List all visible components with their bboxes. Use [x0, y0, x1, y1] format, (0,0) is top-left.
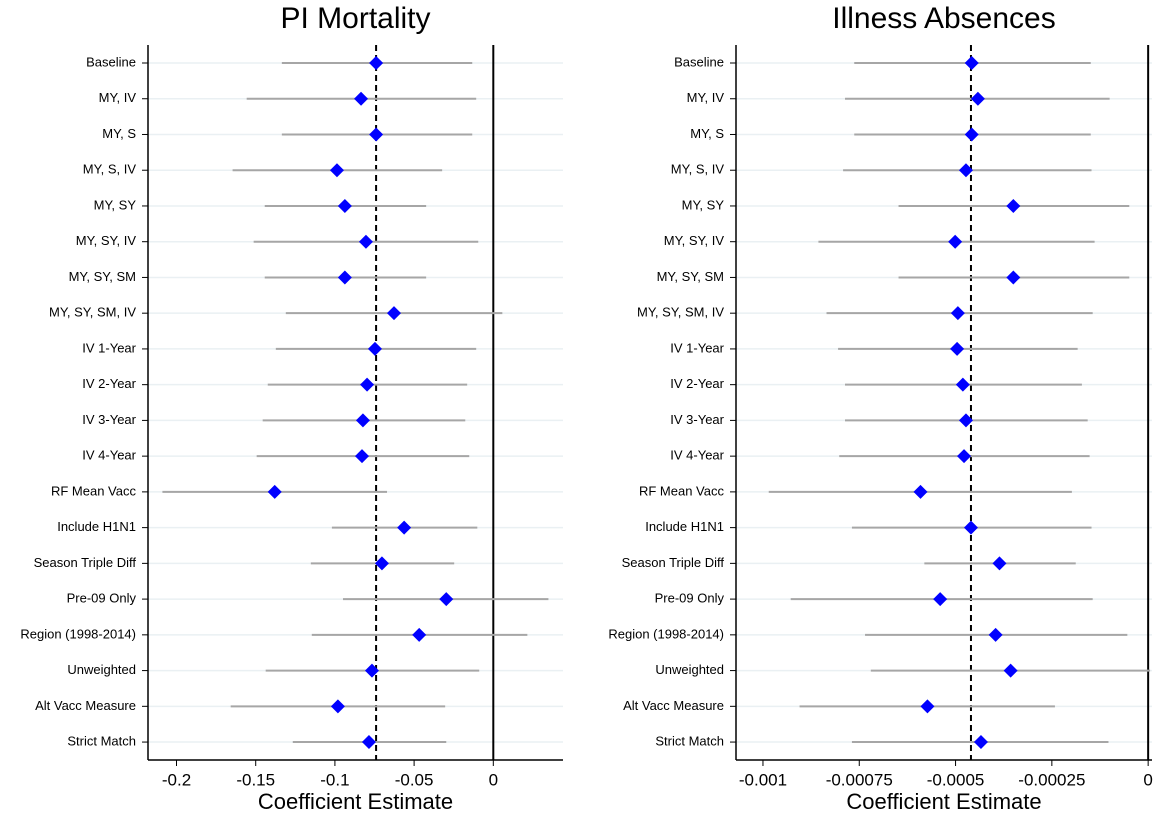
category-label: Unweighted [655, 662, 724, 677]
point-estimate [358, 234, 373, 249]
category-label: MY, SY, IV [664, 233, 725, 248]
x-tick-label: -0.0005 [927, 770, 985, 789]
point-estimate [955, 377, 970, 392]
point-estimate [364, 663, 379, 678]
category-label: IV 4-Year [670, 448, 724, 463]
point-estimate [1006, 270, 1021, 285]
point-estimate [360, 377, 375, 392]
category-label: MY, SY [682, 197, 725, 212]
point-estimate [354, 91, 369, 106]
point-estimate [361, 735, 376, 750]
point-estimate [1003, 663, 1018, 678]
category-label: Strict Match [67, 733, 136, 748]
category-label: Baseline [674, 54, 724, 69]
point-estimate [964, 56, 979, 70]
category-label: Pre-09 Only [67, 591, 137, 606]
point-estimate [367, 341, 382, 356]
point-estimate [355, 413, 370, 428]
category-label: MY, S [690, 126, 724, 141]
point-estimate [354, 449, 369, 464]
category-label: MY, SY, SM [69, 269, 136, 284]
point-estimate [329, 163, 344, 178]
category-label: Season Triple Diff [34, 555, 137, 570]
point-estimate [330, 699, 345, 714]
category-label: Pre-09 Only [655, 591, 725, 606]
category-label: Include H1N1 [57, 519, 136, 534]
category-label: Alt Vacc Measure [35, 698, 136, 713]
category-label: Include H1N1 [645, 519, 724, 534]
category-label: IV 3-Year [82, 412, 136, 427]
category-label: MY, IV [687, 90, 725, 105]
x-tick-label: -0.00025 [1018, 770, 1085, 789]
category-label: MY, S, IV [671, 162, 725, 177]
category-label: IV 4-Year [82, 448, 136, 463]
category-label: RF Mean Vacc [639, 483, 725, 498]
category-label: Region (1998-2014) [608, 626, 724, 641]
x-tick-label: -0.1 [320, 770, 349, 789]
point-estimate [913, 484, 928, 499]
point-estimate [950, 306, 965, 321]
point-estimate [267, 484, 282, 499]
point-estimate [369, 127, 384, 142]
category-label: MY, S [102, 126, 136, 141]
point-estimate [992, 556, 1007, 571]
x-tick-label: -0.15 [236, 770, 275, 789]
category-label: IV 3-Year [670, 412, 724, 427]
category-label: Strict Match [655, 733, 724, 748]
x-tick-label: 0 [1143, 770, 1152, 789]
point-estimate [920, 699, 935, 714]
point-estimate [958, 163, 973, 178]
category-label: Region (1998-2014) [20, 626, 136, 641]
x-axis-label: Coefficient Estimate [258, 789, 453, 814]
point-estimate [369, 56, 384, 70]
category-label: MY, SY, SM, IV [49, 305, 136, 320]
category-label: MY, SY, IV [76, 233, 137, 248]
category-label: MY, SY [94, 197, 137, 212]
point-estimate [933, 592, 948, 607]
category-label: IV 1-Year [82, 340, 136, 355]
point-estimate [973, 735, 988, 750]
point-estimate [958, 413, 973, 428]
category-label: IV 1-Year [670, 340, 724, 355]
category-label: Season Triple Diff [622, 555, 725, 570]
x-tick-label: 0 [489, 770, 498, 789]
point-estimate [970, 91, 985, 106]
point-estimate [397, 520, 412, 535]
point-estimate [337, 270, 352, 285]
x-tick-label: -0.05 [395, 770, 434, 789]
panel-title: Illness Absences [832, 2, 1055, 35]
category-label: MY, SY, SM [657, 269, 724, 284]
category-label: IV 2-Year [82, 376, 136, 391]
x-tick-label: -0.2 [162, 770, 191, 789]
point-estimate [948, 234, 963, 249]
panel-title: PI Mortality [280, 2, 430, 35]
point-estimate [412, 627, 427, 642]
point-estimate [988, 627, 1003, 642]
x-tick-label: -0.00075 [826, 770, 893, 789]
category-label: MY, S, IV [83, 162, 137, 177]
x-tick-label: -0.001 [739, 770, 787, 789]
x-axis-label: Coefficient Estimate [846, 789, 1041, 814]
point-estimate [964, 127, 979, 142]
point-estimate [1006, 198, 1021, 213]
point-estimate [386, 306, 401, 321]
point-estimate [439, 592, 454, 607]
point-estimate [950, 341, 965, 356]
category-label: IV 2-Year [670, 376, 724, 391]
category-label: Alt Vacc Measure [623, 698, 724, 713]
category-label: MY, SY, SM, IV [637, 305, 724, 320]
point-estimate [374, 556, 389, 571]
point-estimate [957, 449, 972, 464]
category-label: Unweighted [67, 662, 136, 677]
category-label: Baseline [86, 54, 136, 69]
point-estimate [337, 198, 352, 213]
category-label: RF Mean Vacc [51, 483, 137, 498]
category-label: MY, IV [99, 90, 137, 105]
point-estimate [963, 520, 978, 535]
